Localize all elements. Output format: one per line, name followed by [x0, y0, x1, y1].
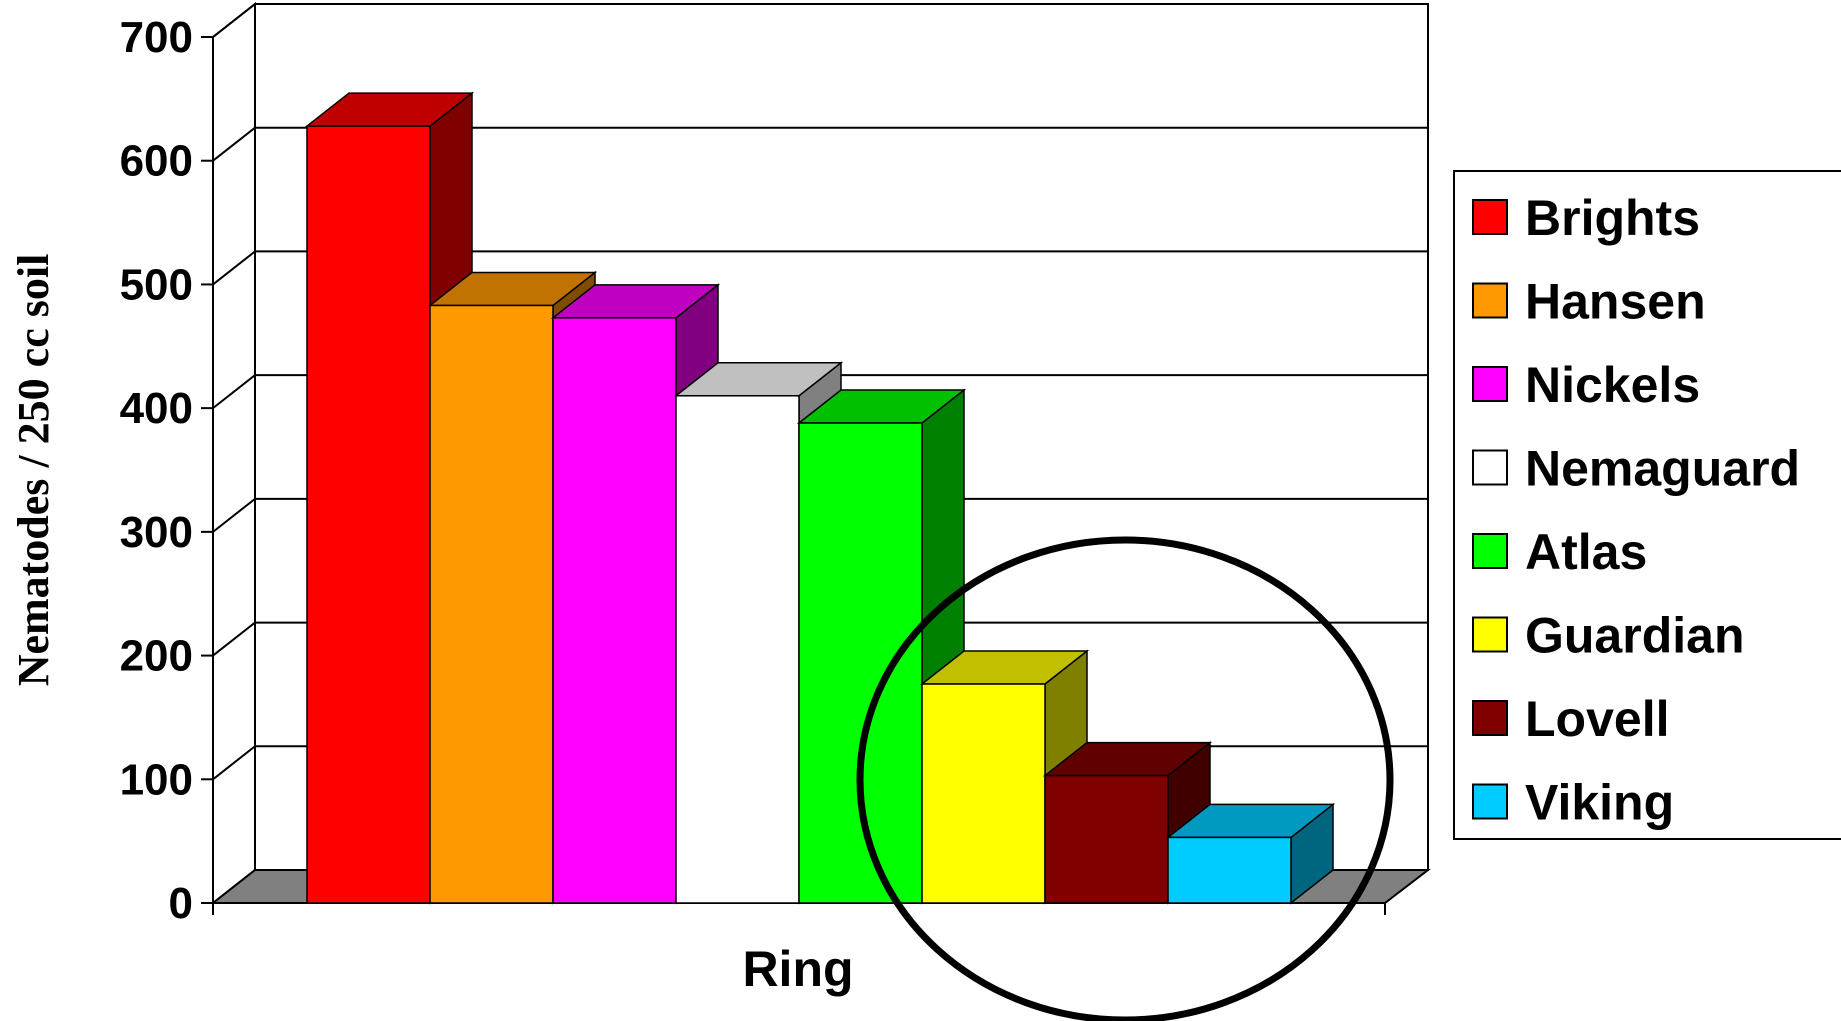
legend-label: Nickels — [1525, 357, 1700, 413]
legend-item-viking: Viking — [1472, 775, 1674, 831]
legend-label: Nemaguard — [1525, 441, 1800, 497]
legend-item-nemaguard: Nemaguard — [1472, 441, 1800, 497]
legend-item-nickels: Nickels — [1472, 357, 1700, 413]
y-tick-label: 600 — [120, 137, 193, 186]
legend-item-atlas: Atlas — [1472, 524, 1647, 580]
legend-label: Viking — [1525, 775, 1674, 831]
y-tick-label: 300 — [120, 508, 193, 557]
gridline-side-400 — [212, 374, 256, 409]
legend: Brights Hansen Nickels Nemaguard Atlas Guardi… — [1453, 170, 1841, 840]
bar-front — [675, 395, 800, 904]
legend-label: Atlas — [1525, 524, 1647, 580]
gridline-side-300 — [212, 498, 256, 533]
legend-swatch — [1472, 449, 1508, 486]
gridline-side-500 — [212, 250, 256, 286]
bars — [304, 91, 1336, 905]
bar-front — [429, 304, 554, 904]
legend-item-lovell: Lovell — [1472, 691, 1669, 747]
legend-item-brights: Brights — [1472, 190, 1700, 246]
legend-label: Brights — [1525, 190, 1700, 246]
bar-front — [1167, 836, 1292, 904]
legend-swatch — [1472, 533, 1508, 569]
legend-swatch — [1472, 282, 1508, 319]
legend-swatch — [1472, 366, 1508, 402]
bar-front — [1044, 774, 1169, 904]
bar-atlas — [796, 388, 967, 905]
legend-item-hansen: Hansen — [1472, 274, 1706, 330]
x-axis-label: Ring — [742, 941, 853, 997]
legend-swatch — [1472, 199, 1508, 235]
legend-label: Hansen — [1525, 274, 1706, 330]
gridline-side-100 — [212, 745, 256, 781]
y-axis-label: Nematodes / 250 cc soil — [9, 254, 58, 687]
highlight-circle — [856, 536, 1394, 1021]
y-tick-label: 100 — [120, 755, 193, 804]
legend-label: Lovell — [1525, 691, 1669, 747]
bar-viking — [1165, 802, 1336, 905]
y-tick-label: 500 — [120, 260, 193, 309]
y-tick-labels: 0 100 200 300 400 500 600 700 — [120, 13, 193, 928]
legend-item-guardian: Guardian — [1472, 608, 1744, 664]
legend-label: Guardian — [1525, 608, 1744, 664]
gridline-side-200 — [212, 621, 256, 657]
y-tick-label: 400 — [120, 384, 193, 433]
side-wall — [212, 1, 256, 906]
y-tick-label: 700 — [120, 13, 193, 62]
bar-front — [306, 125, 431, 904]
gridline-side-700 — [212, 3, 256, 38]
bar-front — [798, 422, 923, 904]
legend-swatch — [1472, 616, 1508, 653]
y-tick-label: 0 — [169, 879, 193, 928]
legend-box — [1453, 170, 1841, 840]
legend-swatch — [1472, 700, 1508, 736]
y-tick-label: 200 — [120, 632, 193, 681]
bar-front — [552, 317, 677, 904]
legend-swatch — [1472, 783, 1508, 820]
bar-front — [921, 683, 1046, 904]
gridline-side-600 — [212, 126, 256, 162]
